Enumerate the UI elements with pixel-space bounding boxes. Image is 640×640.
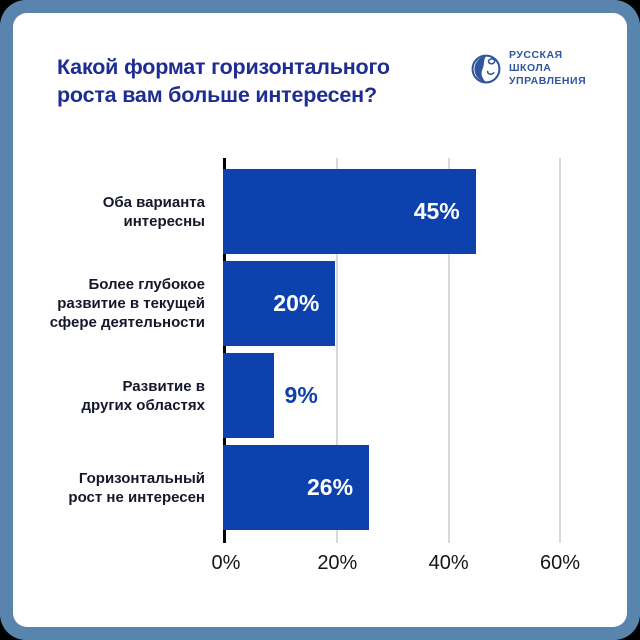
plot-area	[226, 158, 561, 543]
page-title-line2: роста вам больше интересен?	[57, 83, 377, 107]
bar-chart: Оба варианта интересны 45% Более глубокое ра…	[13, 158, 627, 574]
bar: 20%	[223, 261, 336, 346]
bar-track: 9%	[223, 353, 560, 438]
chart-row: Более глубокое развитие в текущей сфере де…	[13, 261, 627, 346]
brand-logo-line2: ШКОЛА	[509, 62, 552, 74]
x-axis-ticks: 0% 20% 40% 60%	[212, 552, 580, 582]
x-tick-label: 0%	[211, 552, 241, 574]
chart-row: Горизонтальный рост не интересен 26%	[13, 445, 627, 530]
page-title: Какой формат горизонтального роста вам б…	[57, 53, 390, 109]
category-label: Горизонтальный рост не интересен	[68, 469, 205, 506]
chart-row: Оба варианта интересны 45%	[13, 169, 627, 254]
value-label: 20%	[273, 290, 320, 316]
x-tick-label: 20%	[317, 552, 358, 574]
bar-track: 20%	[223, 261, 560, 346]
chart-card: Какой формат горизонтального роста вам б…	[13, 13, 627, 627]
chart-row: Развитие в других областях 9%	[13, 353, 627, 438]
value-label: 45%	[413, 198, 460, 224]
bar	[223, 353, 274, 438]
y-axis-line	[223, 158, 226, 543]
globe-icon	[471, 54, 501, 84]
gridline-60	[559, 158, 561, 543]
x-tick-label: 40%	[428, 552, 469, 574]
category-label: Более глубокое развитие в текущей сфере де…	[49, 276, 205, 331]
bar-track: 45%	[223, 169, 560, 254]
gridline-40	[447, 158, 450, 543]
brand-logo-line1: РУССКАЯ	[509, 49, 563, 61]
page-title-line1: Какой формат горизонтального	[57, 55, 390, 79]
category-label: Развитие в других областях	[81, 377, 205, 414]
brand-logo-text: РУССКАЯ ШКОЛА УПРАВЛЕНИЯ	[509, 49, 586, 88]
brand-logo-line3: УПРАВЛЕНИЯ	[509, 75, 587, 87]
bar: 45%	[223, 169, 476, 254]
bar-track: 26%	[223, 445, 560, 530]
value-label: 26%	[306, 474, 354, 500]
chart-rows: Оба варианта интересны 45% Более глубокое ра…	[13, 169, 627, 537]
gridline-20	[336, 158, 339, 543]
brand-logo: РУССКАЯ ШКОЛА УПРАВЛЕНИЯ	[471, 49, 586, 88]
category-label: Оба варианта интересны	[102, 193, 205, 230]
bar: 26%	[223, 445, 370, 530]
x-tick-label: 60%	[539, 552, 581, 574]
value-label: 9%	[284, 382, 318, 408]
